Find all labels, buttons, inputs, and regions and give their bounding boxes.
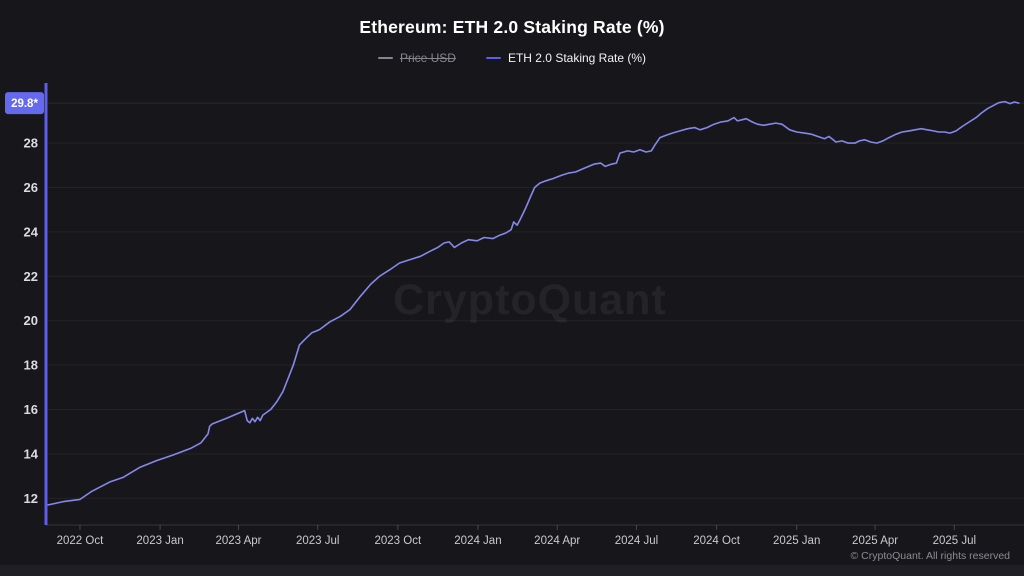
current-value-badge: 29.8* — [5, 92, 44, 115]
y-tick-label: 20 — [24, 313, 38, 328]
legend-item-price-usd[interactable]: Price USD — [377, 51, 456, 65]
legend-dash-icon — [377, 57, 393, 59]
current-value-label: 29.8* — [11, 98, 38, 110]
chart-legend: Price USD ETH 2.0 Staking Rate (%) — [0, 49, 1024, 67]
x-tick-label: 2024 Jul — [615, 535, 658, 547]
x-tick-label: 2024 Apr — [534, 535, 580, 547]
y-tick-label: 12 — [24, 491, 38, 506]
y-tick-label: 28 — [24, 136, 38, 151]
legend-label: Price USD — [399, 51, 456, 65]
x-tick-label: 2023 Apr — [215, 535, 261, 547]
x-tick-label: 2023 Jan — [136, 535, 183, 547]
x-tick-label: 2023 Jul — [296, 535, 339, 547]
y-tick-label: 16 — [24, 402, 38, 417]
x-tick-label: 2022 Oct — [57, 535, 104, 547]
page-title: Ethereum: ETH 2.0 Staking Rate (%) — [359, 17, 665, 37]
y-tick-label: 14 — [24, 446, 39, 461]
x-tick-label: 2025 Jul — [933, 535, 976, 547]
legend-item-staking-rate[interactable]: ETH 2.0 Staking Rate (%) — [485, 51, 647, 65]
legend-label: ETH 2.0 Staking Rate (%) — [507, 51, 647, 65]
y-tick-label: 26 — [24, 180, 38, 195]
x-tick-label: 2025 Apr — [852, 535, 898, 547]
y-tick-label: 22 — [24, 269, 38, 284]
x-tick-label: 2024 Oct — [693, 535, 740, 547]
legend-dash-icon — [485, 57, 501, 59]
x-tick-label: 2025 Jan — [773, 535, 820, 547]
y-tick-label: 18 — [24, 358, 38, 373]
x-tick-label: 2023 Oct — [375, 535, 422, 547]
grid-lines — [46, 102, 1024, 499]
footer-bar — [0, 565, 1024, 576]
staking-rate-series-line — [46, 100, 1020, 506]
y-axis-labels: 12 14 16 18 20 22 24 26 28 — [24, 136, 39, 506]
x-tick-label: 2024 Jan — [454, 535, 501, 547]
x-axis-labels: 2022 Oct 2023 Jan 2023 Apr 2023 Jul 2023 Oct… — [57, 525, 976, 547]
copyright-text: © CryptoQuant. All rights reserved — [850, 550, 1010, 562]
y-tick-label: 24 — [24, 224, 39, 239]
